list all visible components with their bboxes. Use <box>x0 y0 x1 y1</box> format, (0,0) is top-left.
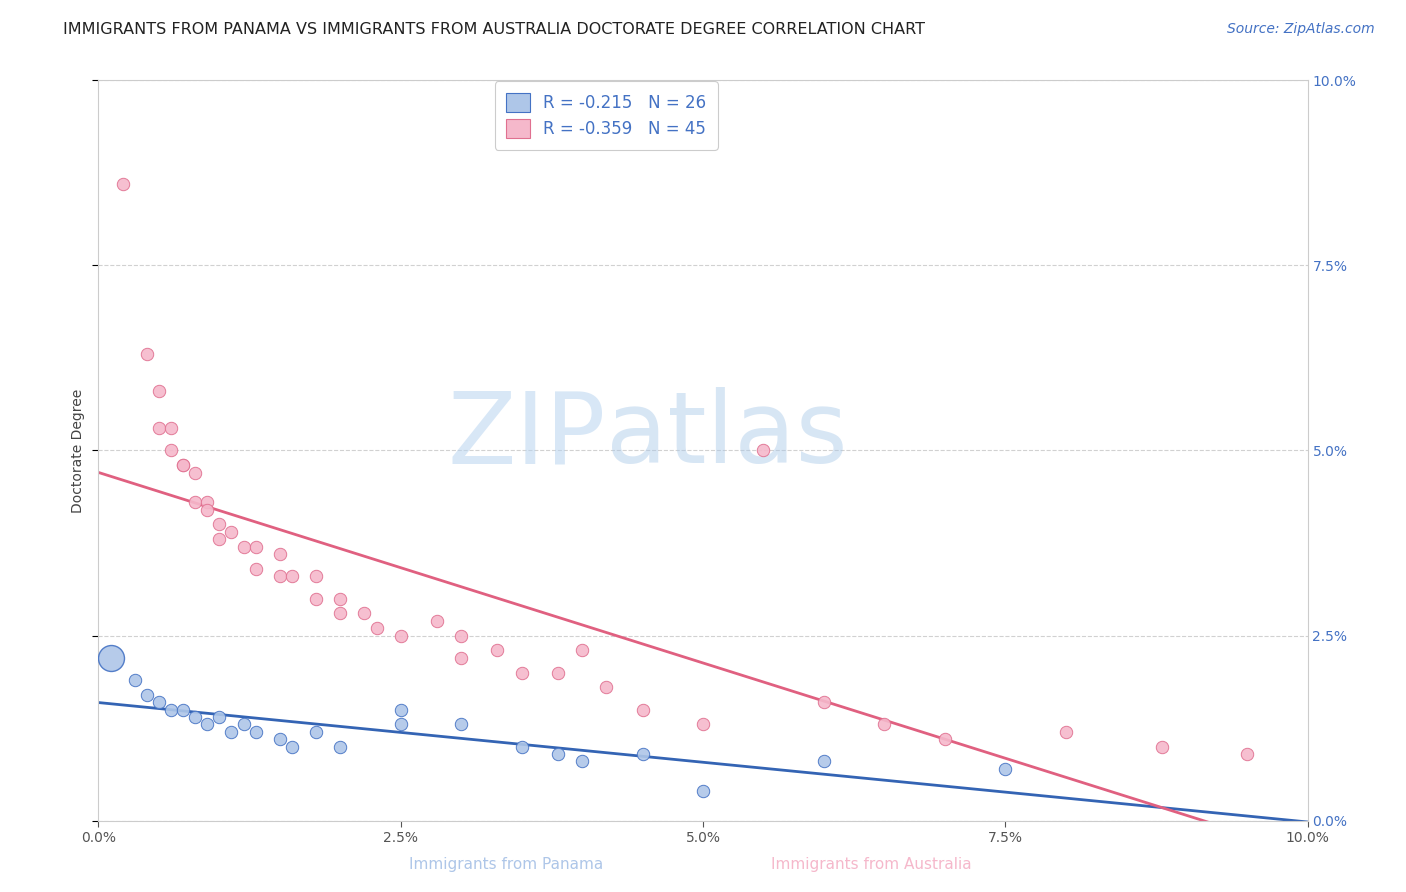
Point <box>571 755 593 769</box>
Text: Immigrants from Panama: Immigrants from Panama <box>409 857 603 872</box>
Point <box>329 591 352 606</box>
Text: atlas: atlas <box>606 387 848 484</box>
Y-axis label: Doctorate Degree: Doctorate Degree <box>70 388 84 513</box>
Point <box>148 695 170 709</box>
Point <box>195 495 218 509</box>
Point <box>329 607 352 621</box>
Point <box>547 747 569 761</box>
Point <box>994 762 1017 776</box>
Point <box>195 502 218 516</box>
Point <box>366 621 388 635</box>
Point <box>426 614 449 628</box>
Point <box>135 688 157 702</box>
Point <box>547 665 569 680</box>
Point <box>305 591 328 606</box>
Point <box>172 458 194 473</box>
Point <box>221 524 243 539</box>
Text: Source: ZipAtlas.com: Source: ZipAtlas.com <box>1227 22 1375 37</box>
Point <box>305 569 328 583</box>
Point <box>184 466 207 480</box>
Point <box>208 533 231 547</box>
Point <box>245 724 267 739</box>
Point <box>692 784 714 798</box>
Point <box>486 643 509 657</box>
Point <box>631 747 654 761</box>
Point <box>389 703 412 717</box>
Point <box>353 607 375 621</box>
Point <box>184 495 207 509</box>
Point <box>208 517 231 532</box>
Point <box>195 717 218 731</box>
Point <box>160 421 183 435</box>
Point <box>389 717 412 731</box>
Point <box>389 628 412 642</box>
Point <box>631 703 654 717</box>
Point <box>221 724 243 739</box>
Point <box>269 547 291 561</box>
Point <box>269 732 291 747</box>
Point <box>160 703 183 717</box>
Point <box>450 628 472 642</box>
Text: IMMIGRANTS FROM PANAMA VS IMMIGRANTS FROM AUSTRALIA DOCTORATE DEGREE CORRELATION: IMMIGRANTS FROM PANAMA VS IMMIGRANTS FRO… <box>63 22 925 37</box>
Point <box>934 732 956 747</box>
Point <box>184 710 207 724</box>
Point <box>571 643 593 657</box>
Point <box>135 347 157 361</box>
Point <box>124 673 146 687</box>
Point <box>100 650 122 665</box>
Text: ZIP: ZIP <box>449 387 606 484</box>
Point <box>1152 739 1174 754</box>
Point <box>269 569 291 583</box>
Point <box>813 695 835 709</box>
Point <box>111 177 134 191</box>
Point <box>281 569 304 583</box>
Point <box>172 703 194 717</box>
Point <box>813 755 835 769</box>
Point <box>305 724 328 739</box>
Point <box>752 443 775 458</box>
Point <box>873 717 896 731</box>
Point <box>245 562 267 576</box>
Point <box>329 739 352 754</box>
Point <box>232 540 254 554</box>
Point <box>450 717 472 731</box>
Point <box>510 739 533 754</box>
Legend: R = -0.215   N = 26, R = -0.359   N = 45: R = -0.215 N = 26, R = -0.359 N = 45 <box>495 81 718 150</box>
Point <box>450 650 472 665</box>
Point <box>1236 747 1258 761</box>
Text: Immigrants from Australia: Immigrants from Australia <box>772 857 972 872</box>
Point <box>1054 724 1077 739</box>
Point <box>692 717 714 731</box>
Point <box>232 717 254 731</box>
Point <box>595 681 617 695</box>
Point <box>148 421 170 435</box>
Point <box>160 443 183 458</box>
Point <box>510 665 533 680</box>
Point <box>208 710 231 724</box>
Point <box>245 540 267 554</box>
Point <box>281 739 304 754</box>
Point <box>172 458 194 473</box>
Point <box>148 384 170 399</box>
